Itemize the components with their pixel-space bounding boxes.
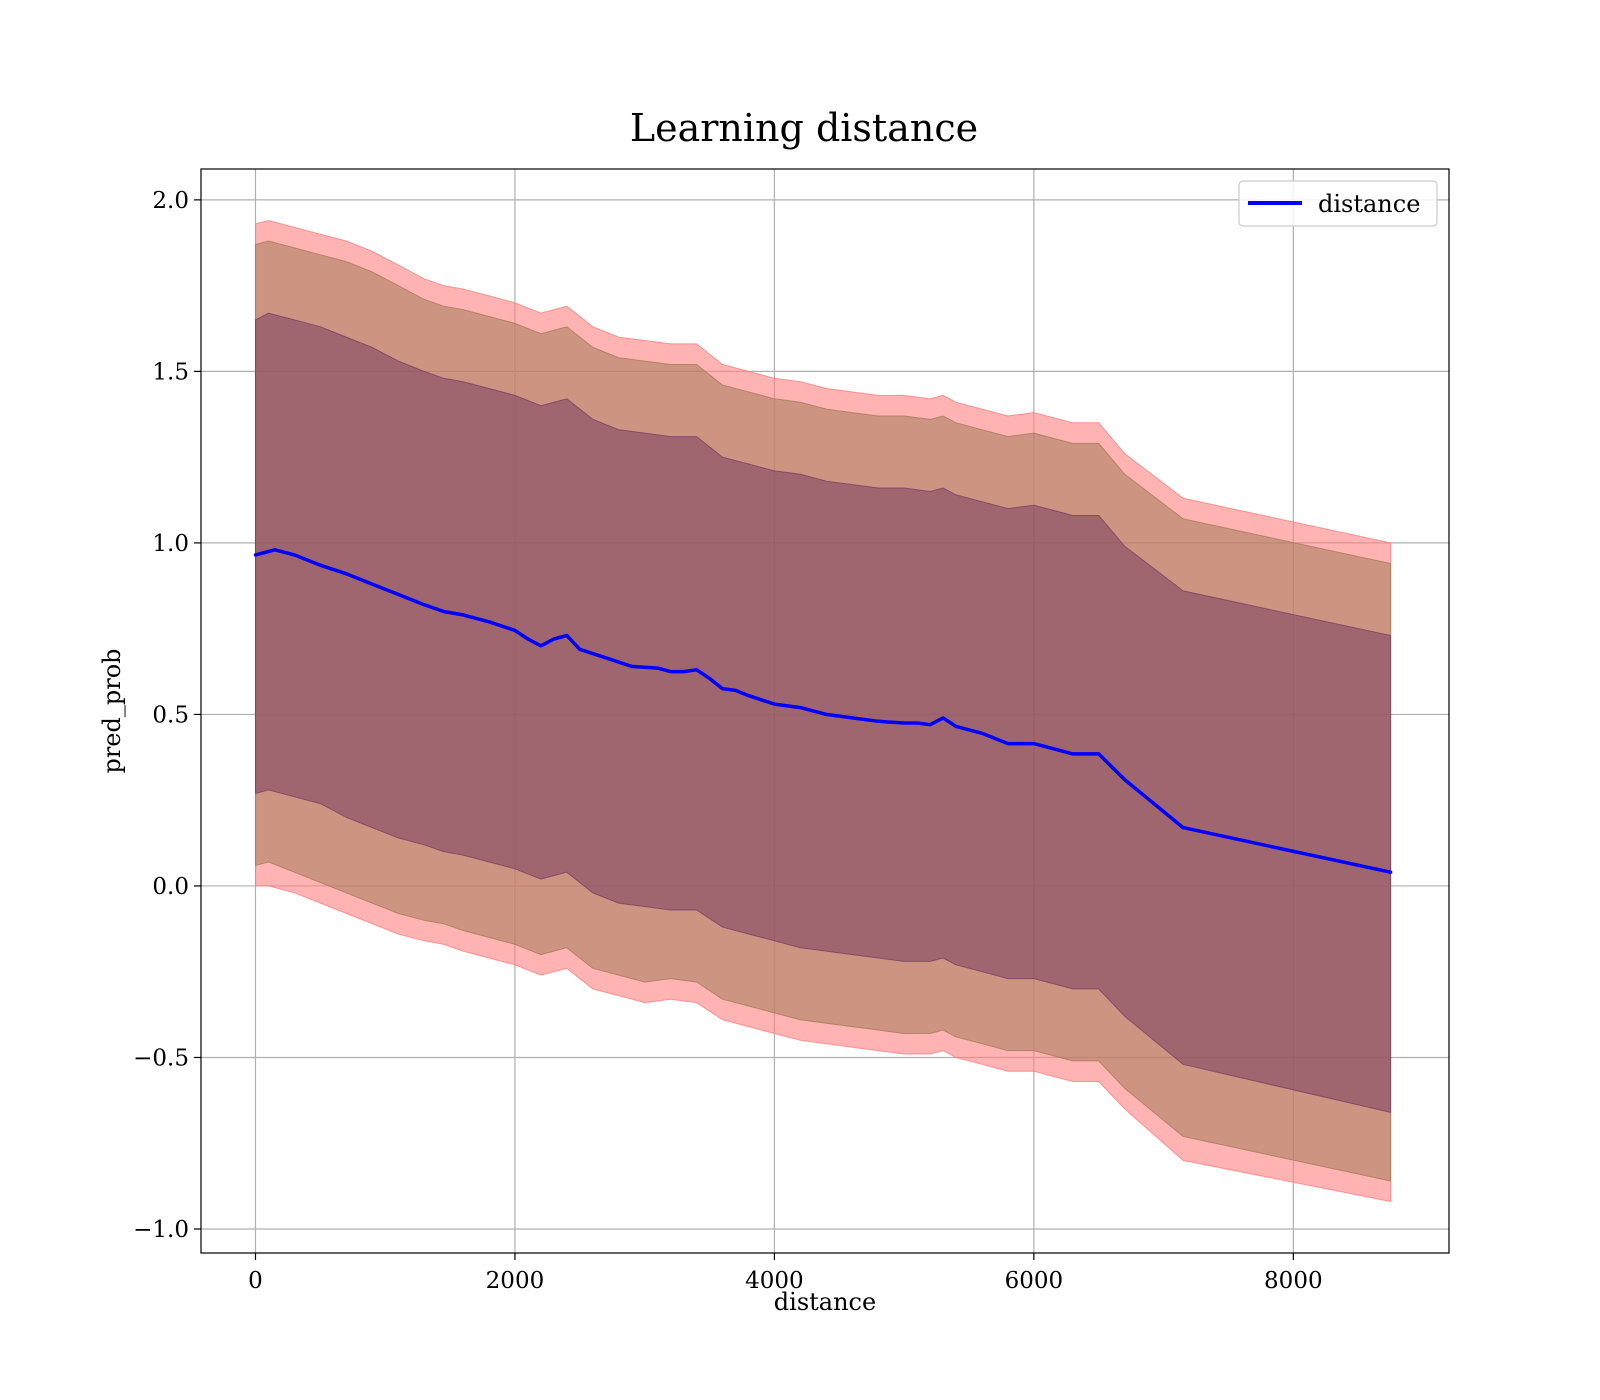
x-tick-label-2: 4000 (745, 1268, 804, 1294)
legend: distance (1238, 180, 1438, 227)
series-lines (253, 548, 1393, 874)
plot-frame (200, 168, 1450, 1254)
x-tick-label-4: 8000 (1264, 1268, 1323, 1294)
legend-label-distance: distance (1318, 190, 1420, 218)
y-tick-label-6: 2.0 (152, 188, 189, 214)
y-tick-label-1: −0.5 (133, 1045, 189, 1071)
y-tick-label-2: 0.0 (152, 874, 189, 900)
legend-box (1238, 180, 1438, 227)
x-axis-ticks: 0 2000 4000 6000 8000 (248, 1253, 1323, 1294)
x-axis-label: distance (774, 1288, 876, 1316)
x-tick-label-1: 2000 (486, 1268, 545, 1294)
y-axis-label: pred_prob (98, 648, 126, 773)
chart-title: Learning distance (630, 106, 978, 150)
x-tick-label-3: 6000 (1005, 1268, 1064, 1294)
y-axis-ticks: −1.0 −0.5 0.0 0.5 1.0 1.5 2.0 (133, 188, 201, 1243)
x-tick-label-0: 0 (248, 1268, 263, 1294)
y-tick-label-0: −1.0 (133, 1217, 189, 1243)
y-tick-label-5: 1.5 (152, 359, 189, 385)
y-tick-label-4: 1.0 (152, 531, 189, 557)
y-tick-label-3: 0.5 (152, 702, 189, 728)
